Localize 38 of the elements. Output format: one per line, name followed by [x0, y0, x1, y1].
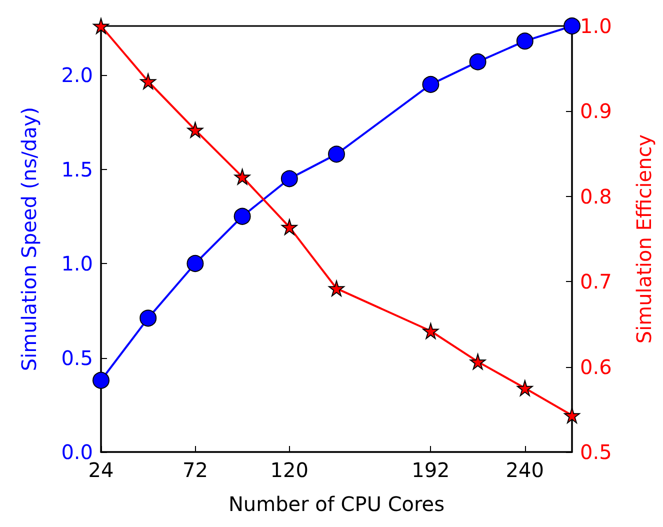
point — [516, 32, 534, 50]
x-tick-label: 120 — [270, 458, 308, 482]
point — [92, 372, 110, 389]
point — [234, 168, 250, 185]
x-tick-label: 240 — [506, 458, 544, 482]
y2-tick-label: 0.7 — [580, 270, 612, 294]
point — [234, 208, 251, 225]
point — [470, 354, 486, 370]
point — [140, 73, 156, 90]
y-axis-title: Simulation Speed (ns/day) — [17, 106, 41, 372]
point — [564, 407, 580, 424]
point — [280, 170, 298, 188]
point — [140, 310, 157, 327]
x-axis-title: Number of CPU Cores — [228, 492, 445, 516]
y2-tick-label: 1.0 — [580, 14, 612, 38]
point — [281, 219, 298, 236]
x-tick-label: 72 — [182, 458, 208, 482]
y-tick-label: 2.0 — [61, 63, 93, 88]
x-tick-label: 24 — [88, 458, 114, 482]
point — [328, 280, 344, 296]
point — [328, 146, 345, 163]
y2-tick-label: 0.5 — [580, 440, 612, 464]
y-tick-label: 1.5 — [61, 157, 93, 182]
point — [516, 380, 533, 396]
y2-tick-label: 0.8 — [580, 184, 612, 208]
point — [422, 76, 440, 93]
point — [469, 53, 486, 70]
point — [564, 18, 580, 34]
point — [186, 255, 204, 272]
point — [422, 323, 439, 340]
point — [187, 122, 204, 138]
y-tick-label: 1.0 — [61, 252, 93, 276]
y2-axis-title: Simulation Efficiency — [632, 134, 656, 344]
y2-tick-label: 0.9 — [580, 99, 612, 124]
y2-tick-label: 0.6 — [580, 354, 612, 379]
y-tick-label: 0.5 — [61, 346, 93, 370]
x-tick-label: 192 — [412, 458, 450, 482]
point — [93, 18, 109, 34]
